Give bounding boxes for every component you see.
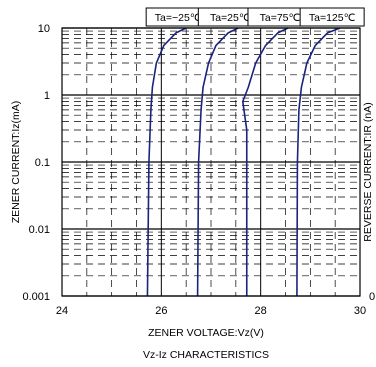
chart-caption: Vz-Iz CHARACTERISTICS (143, 349, 269, 361)
x-tick-label: 26 (155, 305, 167, 317)
legend-label-2: Ta=25℃ (210, 12, 251, 24)
legend-label-3: Ta=75℃ (260, 12, 301, 24)
x-tick-label: 30 (354, 305, 366, 317)
x-tick-label: 28 (255, 305, 267, 317)
series-line-3 (241, 27, 289, 296)
legend-layer: Ta=−25℃ Ta=25℃ Ta=75℃ Ta=125℃ (145, 7, 365, 27)
x-tick-label: 24 (56, 305, 68, 317)
series-line-4 (296, 27, 341, 297)
grid-layer (61, 27, 361, 297)
right-axis-title: REVERSE CURRENT:IR (nA) (362, 102, 374, 241)
plot-frame (61, 27, 361, 297)
legend-box-4 (299, 7, 365, 27)
series-line-2 (196, 27, 239, 297)
y-tick-label: 0.1 (35, 157, 50, 169)
legend-label-1: Ta=−25℃ (155, 12, 202, 24)
x-axis-title: ZENER VOLTAGE:Vz(V) (148, 327, 264, 339)
series-line-1 (146, 27, 187, 297)
y-tick-label: 10 (38, 23, 50, 35)
y-tick-label: 1 (44, 90, 50, 102)
y-tick-label: 0.001 (22, 291, 50, 303)
series-layer (146, 27, 341, 297)
y-axis-title: ZENER CURRENT:Iz(mA) (10, 101, 22, 224)
y-tick-label: 0.01 (29, 224, 50, 236)
tick-layer: 24 26 28 30 10 1 0.1 0.01 0.001 (22, 23, 366, 317)
right-axis-partial-label: 0 (369, 291, 375, 303)
legend-label-4: Ta=125℃ (309, 12, 356, 24)
